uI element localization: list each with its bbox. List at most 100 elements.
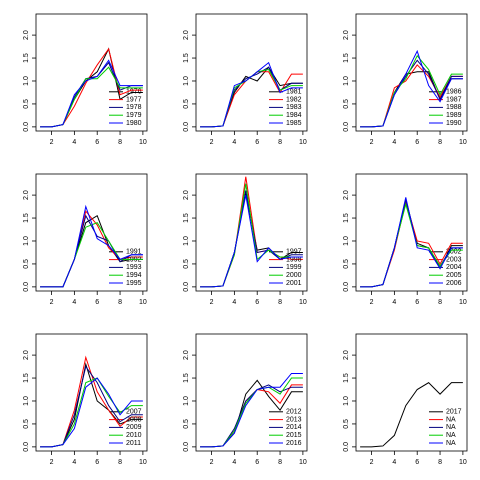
legend-label: 2000 (286, 272, 302, 279)
plot-frame (195, 13, 308, 132)
series-line (360, 197, 463, 288)
y-tick-label: 0.0 (23, 122, 30, 132)
y-tick-label: 1.0 (183, 396, 190, 406)
x-tick-label: 2 (210, 139, 214, 146)
legend-label: 1976 (126, 89, 142, 96)
y-tick-label: 2.0 (343, 30, 350, 40)
x-tick-label: 6 (255, 299, 259, 306)
x-tick-label: 6 (415, 299, 419, 306)
x-tick-label: 4 (72, 299, 76, 306)
y-tick-label: 1.0 (23, 76, 30, 86)
legend-label: 1998 (286, 256, 302, 263)
y-tick-label: 1.5 (183, 373, 190, 383)
x-tick-label: 6 (95, 459, 99, 466)
x-tick-label: 8 (118, 299, 122, 306)
legend-label: 2004 (446, 264, 462, 271)
x-tick-label: 2 (210, 459, 214, 466)
x-tick-label: 6 (255, 139, 259, 146)
y-tick-label: 0.5 (183, 419, 190, 429)
legend-label: 2003 (446, 256, 462, 263)
series-line (200, 372, 303, 448)
x-tick-label: 2 (50, 139, 54, 146)
x-tick-label: 8 (118, 459, 122, 466)
series-line (360, 382, 463, 448)
legend-label: 1986 (446, 89, 462, 96)
y-tick-label: 0.0 (343, 442, 350, 452)
plot-frame (355, 13, 468, 132)
panel: 2 4 6 8 10 0.0 0.5 1.0 1.5 2.0 2007200820092010201… (23, 333, 148, 466)
legend-label: 1987 (446, 96, 462, 103)
y-tick-label: 0.5 (183, 259, 190, 269)
legend-label: 1999 (286, 264, 302, 271)
series-line (200, 195, 303, 288)
legend-label: 2002 (446, 249, 462, 256)
legend-label: 1979 (126, 112, 142, 119)
y-tick-label: 2.0 (343, 190, 350, 200)
y-tick-label: 0.5 (183, 99, 190, 109)
legend-label: NA (446, 432, 456, 439)
x-tick-label: 10 (139, 459, 147, 466)
legend-label: 1995 (126, 280, 142, 287)
x-tick-label: 8 (438, 139, 442, 146)
legend-label: 1990 (446, 120, 462, 127)
x-tick-label: 2 (370, 139, 374, 146)
series-line (360, 49, 463, 128)
y-tick-label: 0.0 (183, 282, 190, 292)
x-tick-label: 2 (50, 459, 54, 466)
legend-label: 2011 (126, 440, 141, 447)
legend-label: 1977 (126, 96, 142, 103)
y-tick-label: 2.0 (183, 30, 190, 40)
x-tick-label: 8 (438, 299, 442, 306)
panel: 2 4 6 8 10 0.0 0.5 1.0 1.5 2.0 1991199219931994199… (23, 173, 148, 306)
panel: 2 4 6 8 10 0.0 0.5 1.0 1.5 2.0 2002200320042005200… (343, 173, 468, 306)
x-tick-label: 2 (370, 459, 374, 466)
plot-frame (195, 333, 308, 452)
y-tick-label: 1.5 (23, 213, 30, 223)
series-line (200, 61, 303, 128)
y-tick-label: 1.5 (183, 213, 190, 223)
x-tick-label: 8 (438, 459, 442, 466)
y-tick-label: 1.0 (23, 236, 30, 246)
x-tick-label: 10 (459, 299, 467, 306)
y-tick-label: 0.5 (23, 259, 30, 269)
y-tick-label: 0.0 (183, 122, 190, 132)
y-tick-label: 0.5 (343, 259, 350, 269)
legend-label: 1985 (286, 120, 302, 127)
x-tick-label: 4 (232, 459, 236, 466)
x-tick-label: 6 (255, 459, 259, 466)
y-tick-label: 2.0 (183, 350, 190, 360)
y-tick-label: 1.5 (23, 53, 30, 63)
x-tick-label: 2 (50, 299, 54, 306)
panel: 2 4 6 8 10 0.0 0.5 1.0 1.5 2.0 1976197719781979198… (23, 13, 148, 146)
x-tick-label: 4 (232, 299, 236, 306)
legend-label: 1997 (286, 249, 302, 256)
legend-label: 2008 (126, 416, 142, 423)
y-tick-label: 2.0 (23, 30, 30, 40)
legend-label: 2016 (286, 440, 302, 447)
y-tick-label: 2.0 (23, 350, 30, 360)
y-tick-label: 0.0 (23, 282, 30, 292)
legend-label: 1993 (126, 264, 142, 271)
legend-label: 1989 (446, 112, 462, 119)
y-tick-label: 0.0 (343, 122, 350, 132)
legend-label: 2015 (286, 432, 302, 439)
legend-label: 1982 (286, 96, 302, 103)
y-tick-label: 1.0 (183, 76, 190, 86)
x-tick-label: 10 (139, 139, 147, 146)
legend-label: NA (446, 440, 456, 447)
y-tick-label: 0.5 (343, 419, 350, 429)
series-line (40, 59, 143, 128)
legend-label: 2007 (126, 409, 142, 416)
x-tick-label: 8 (278, 139, 282, 146)
x-tick-label: 10 (299, 459, 307, 466)
x-tick-label: 10 (299, 139, 307, 146)
panel: 2 4 6 8 10 0.0 0.5 1.0 1.5 2.0 1997199819992000200… (183, 173, 308, 306)
legend-label: 1984 (286, 112, 302, 119)
plot-frame (35, 333, 148, 452)
y-tick-label: 1.0 (343, 76, 350, 86)
legend-label: 2005 (446, 272, 462, 279)
plot-frame (35, 173, 148, 292)
series-line (40, 204, 143, 288)
